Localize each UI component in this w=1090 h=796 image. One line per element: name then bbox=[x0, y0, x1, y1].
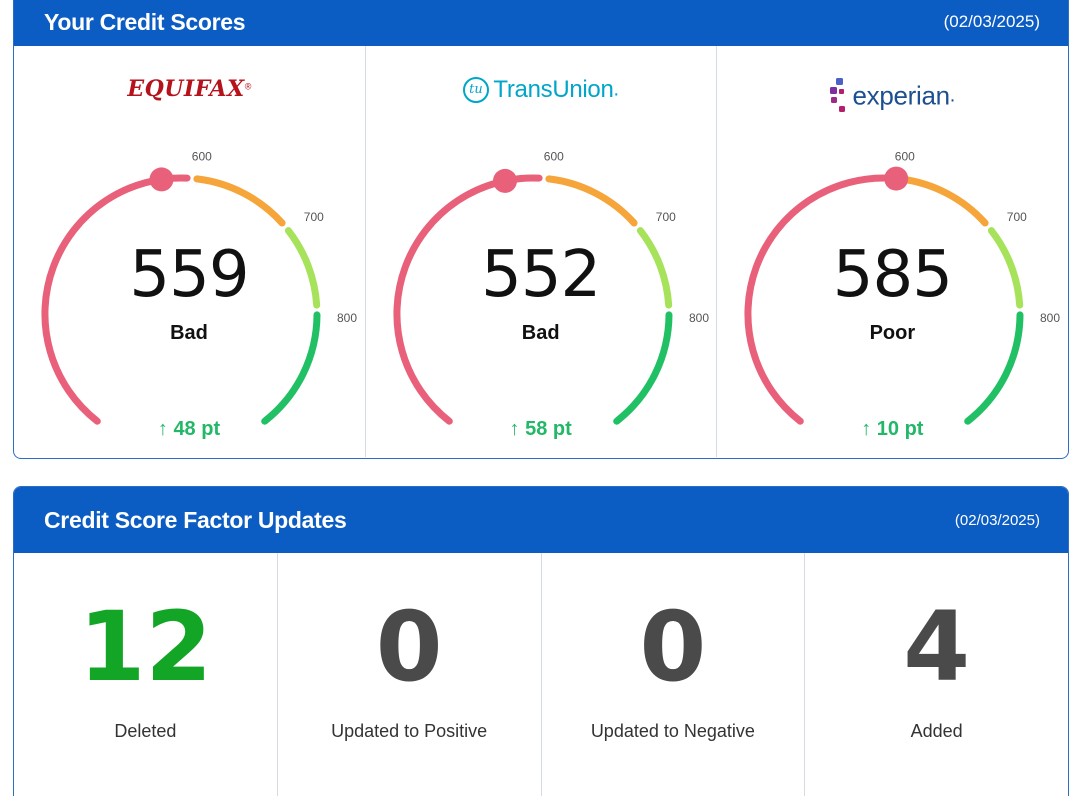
transunion-rating: Bad bbox=[521, 322, 560, 344]
factor-updated-positive-label: Updated to Positive bbox=[331, 721, 488, 741]
bureau-scores-row: EQUIFAX® 600 700 800 559 Bad ↑ 48 pt tu Tr… bbox=[14, 46, 1068, 457]
equifax-change-value: 48 pt bbox=[173, 418, 221, 440]
factor-updates-panel: Credit Score Factor Updates (02/03/2025)… bbox=[13, 486, 1069, 796]
factor-deleted-count: 12 bbox=[78, 591, 213, 703]
experian-score-change: ↑ 10 pt bbox=[717, 418, 1067, 441]
factor-updated-negative[interactable]: 0 Updated to Negative bbox=[540, 553, 805, 796]
gauge-segment-green bbox=[261, 311, 321, 425]
factor-updates-header: Credit Score Factor Updates (02/03/2025) bbox=[14, 487, 1068, 553]
transunion-score: 552 bbox=[481, 238, 601, 312]
equifax-score-gauge: 600 700 800 bbox=[41, 150, 357, 425]
factor-deleted[interactable]: 12 Deleted bbox=[14, 553, 277, 796]
factor-updated-positive-count: 0 bbox=[375, 591, 443, 703]
transunion-logo: tu TransUnion. bbox=[366, 76, 717, 116]
transunion-logo-icon: tu bbox=[462, 77, 489, 103]
equifax-score: 559 bbox=[129, 238, 249, 312]
gauge-tick-label: 700 bbox=[304, 210, 324, 224]
gauge-segment-orange bbox=[193, 175, 286, 227]
experian-score-gauge: 600 700 800 bbox=[744, 150, 1061, 425]
gauge-score-marker bbox=[149, 167, 174, 192]
gauge-tick-label: 700 bbox=[655, 210, 675, 224]
factor-updated-negative-count: 0 bbox=[639, 591, 707, 703]
gauge-score-marker bbox=[492, 168, 517, 193]
experian-change-value: 10 pt bbox=[876, 418, 924, 440]
gauge-segment-light-green bbox=[636, 227, 672, 309]
factor-stats-row: 12 Deleted 0 Updated to Positive 0 Updat… bbox=[14, 553, 1068, 796]
transunion-score-gauge: 600 700 800 bbox=[393, 150, 709, 425]
gauge-score-marker bbox=[884, 166, 909, 191]
gauge-segment-red bbox=[41, 174, 191, 425]
gauge-segment-green bbox=[612, 311, 673, 425]
credit-scores-header: Your Credit Scores (02/03/2025) bbox=[14, 0, 1068, 46]
gauge-tick-label: 700 bbox=[1007, 210, 1027, 224]
factor-updates-title: Credit Score Factor Updates bbox=[44, 506, 347, 533]
experian-score: 585 bbox=[832, 238, 953, 312]
gauge-tick-label: 800 bbox=[1040, 311, 1060, 325]
gauge-segment-light-green bbox=[284, 227, 321, 309]
gauge-tick-label: 800 bbox=[337, 311, 357, 325]
credit-scores-date: (02/03/2025) bbox=[943, 12, 1040, 31]
experian-rating: Poor bbox=[869, 322, 916, 344]
experian-dots-icon bbox=[830, 78, 845, 112]
credit-scores-title: Your Credit Scores bbox=[44, 8, 246, 35]
credit-scores-panel: Your Credit Scores (02/03/2025) EQUIFAX®… bbox=[13, 0, 1069, 459]
arrow-up-icon: ↑ bbox=[509, 418, 520, 440]
transunion-logo-dot: . bbox=[613, 78, 620, 101]
factor-added-label: Added bbox=[910, 721, 963, 741]
factor-added-count: 4 bbox=[903, 591, 971, 703]
equifax-logo-mark: ® bbox=[244, 81, 252, 92]
gauge-tick-label: 600 bbox=[192, 150, 212, 164]
factor-updates-date: (02/03/2025) bbox=[954, 511, 1040, 529]
arrow-up-icon: ↑ bbox=[861, 418, 872, 440]
equifax-rating: Bad bbox=[170, 322, 208, 344]
equifax-score-change: ↑ 48 pt bbox=[14, 418, 364, 441]
factor-updated-positive[interactable]: 0 Updated to Positive bbox=[276, 553, 541, 796]
bureau-card-transunion[interactable]: tu TransUnion. 600 700 800 552 Bad ↑ 58 pt bbox=[364, 46, 717, 457]
gauge-segment-green bbox=[964, 311, 1024, 425]
transunion-score-change: ↑ 58 pt bbox=[366, 418, 716, 441]
experian-logo-text: experian bbox=[852, 80, 950, 111]
experian-logo: experian. bbox=[717, 76, 1068, 116]
transunion-logo-text: TransUnion bbox=[493, 76, 614, 103]
transunion-change-value: 58 pt bbox=[525, 418, 572, 440]
gauge-tick-label: 600 bbox=[543, 150, 563, 164]
factor-added[interactable]: 4 Added bbox=[804, 553, 1068, 796]
factor-deleted-label: Deleted bbox=[114, 721, 177, 741]
gauge-segment-orange bbox=[896, 175, 989, 227]
equifax-logo-text: EQUIFAX bbox=[127, 76, 245, 102]
gauge-segment-light-green bbox=[988, 227, 1024, 309]
bureau-card-equifax[interactable]: EQUIFAX® 600 700 800 559 Bad ↑ 48 pt bbox=[14, 46, 365, 457]
gauge-segment-orange bbox=[545, 175, 638, 227]
bureau-card-experian[interactable]: experian. 600 700 800 585 Poor ↑ 10 pt bbox=[716, 46, 1068, 457]
arrow-up-icon: ↑ bbox=[157, 418, 168, 440]
experian-logo-dot: . bbox=[949, 84, 956, 107]
equifax-logo: EQUIFAX® bbox=[14, 76, 365, 116]
gauge-segment-red bbox=[393, 174, 543, 425]
gauge-segment-red bbox=[744, 174, 894, 425]
gauge-tick-label: 600 bbox=[895, 150, 915, 164]
gauge-tick-label: 800 bbox=[689, 311, 709, 325]
factor-updated-negative-label: Updated to Negative bbox=[590, 721, 755, 741]
